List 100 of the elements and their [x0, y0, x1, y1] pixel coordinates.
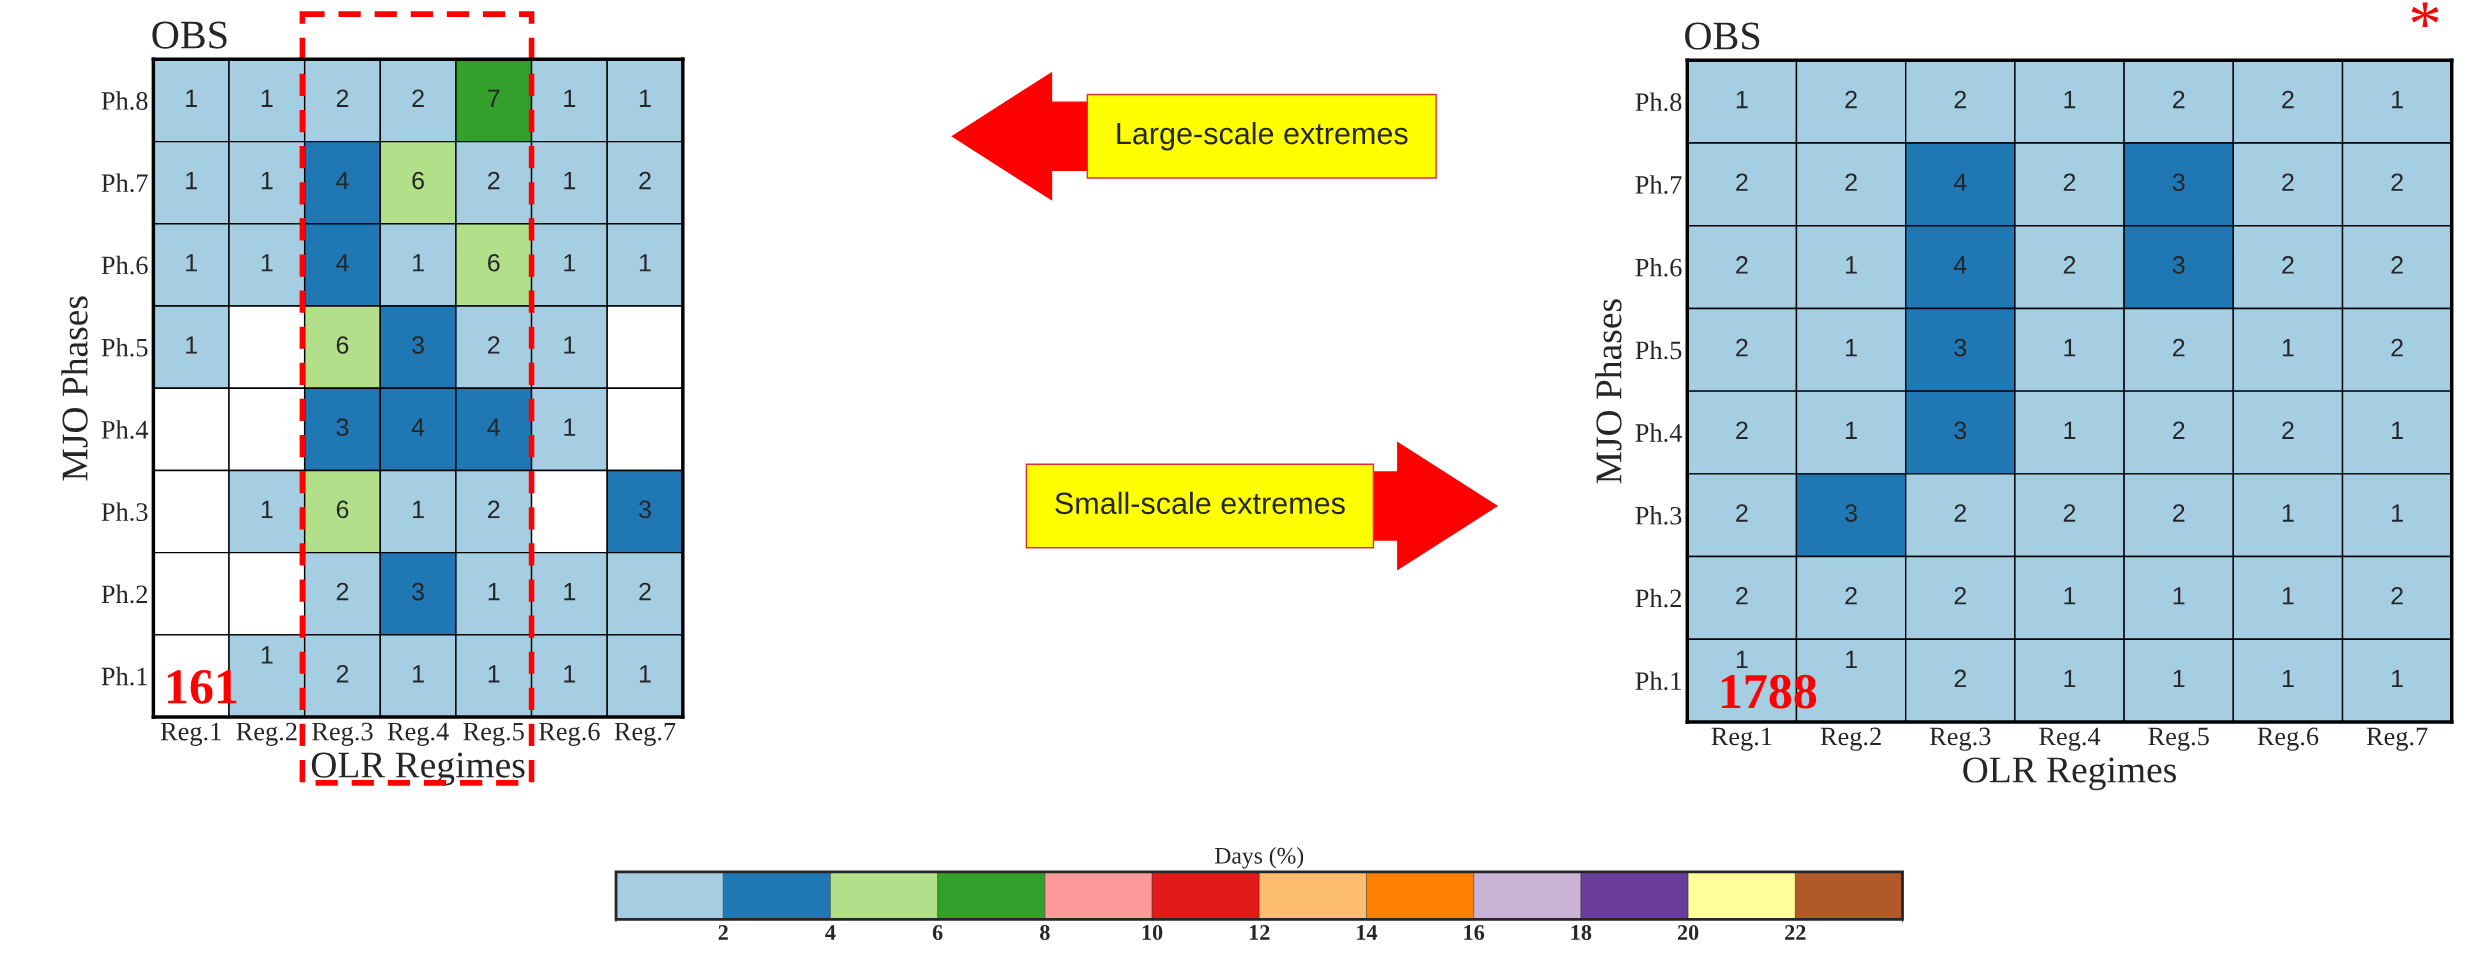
color-bar-label: 20 [1677, 924, 1699, 940]
data-label: 1 [488, 583, 500, 601]
x-tick-label: Reg.1 [160, 722, 221, 746]
data-label: 3 [336, 418, 349, 437]
color-bar-label: 4 [825, 925, 836, 940]
data-label: 2 [336, 89, 349, 107]
x-tick-label: Reg.5 [463, 722, 524, 746]
data-label: 1 [186, 89, 197, 107]
x-tick-label: Reg.3 [1929, 727, 1991, 751]
x-tick-label: Reg.2 [1820, 727, 1881, 751]
color-bar-title: Days (%) [1215, 847, 1304, 869]
data-label: 2 [1736, 173, 1748, 191]
data-label: 2 [336, 665, 349, 683]
data-label: 1 [564, 89, 576, 107]
data-label: 4 [336, 254, 349, 272]
data-label: 1 [2392, 421, 2403, 439]
data-label: 2 [2063, 256, 2076, 274]
data-label: 1 [639, 89, 651, 107]
data-label: 1 [1736, 90, 1748, 109]
data-label: 1 [2064, 339, 2076, 357]
data-label: 1 [2392, 90, 2403, 109]
data-label: 1 [564, 583, 576, 601]
data-label: 4 [1953, 256, 1967, 274]
data-label: 1 [564, 254, 576, 272]
data-label: 2 [1845, 173, 1857, 191]
data-label: 4 [487, 418, 500, 436]
color-bar-label: 2 [718, 925, 728, 940]
data-label: 2 [1954, 90, 1966, 109]
data-label: 1 [2173, 669, 2185, 688]
text: Large-scale extremes [1117, 121, 1408, 151]
data-label: 1 [413, 500, 424, 519]
color-bar-label: 22 [1785, 925, 1806, 940]
chart-title: OBS [152, 21, 227, 49]
data-label: 2 [412, 89, 424, 107]
text: Small-scale extremes [1055, 491, 1345, 515]
color-bar-label: 16 [1464, 925, 1485, 940]
data-label: 1 [1846, 421, 1857, 439]
data-label: 2 [1845, 90, 1857, 109]
x-axis-title: OLR Regimes [1963, 757, 2176, 791]
data-label: 2 [2173, 504, 2185, 522]
data-label: 1 [564, 336, 576, 354]
x-tick-label: Reg.1 [1711, 727, 1772, 751]
data-label: 1 [2392, 669, 2403, 688]
data-label: 3 [639, 500, 651, 519]
data-label: 1 [413, 254, 424, 272]
data-label: 2 [1954, 669, 1966, 688]
text: * [2411, 2, 2439, 27]
data-label: 2 [2063, 173, 2076, 191]
data-label: 1 [261, 89, 273, 107]
data-label: 7 [488, 89, 500, 107]
data-label: 6 [488, 253, 500, 272]
data-label: 2 [336, 582, 349, 601]
y-tick-label: Ph.6 [1635, 257, 1682, 277]
data-label: 3 [1845, 504, 1857, 522]
x-tick-label: Reg.6 [2257, 727, 2319, 751]
y-tick-label: Ph.2 [1635, 588, 1681, 608]
data-label: 1 [2064, 421, 2076, 439]
data-label: 2 [2391, 338, 2403, 357]
data-label: 3 [412, 582, 424, 601]
data-label: 2 [1736, 586, 1748, 605]
data-label: 2 [2391, 173, 2403, 191]
data-label: 1 [186, 336, 197, 354]
x-tick-label: Reg.7 [614, 722, 676, 746]
data-label: 1 [639, 254, 651, 272]
data-label: 1 [1846, 339, 1857, 357]
data-label: 2 [2173, 421, 2185, 439]
x-tick-label: Reg.5 [2148, 727, 2209, 751]
data-label: 1 [186, 171, 197, 190]
data-label: 2 [1736, 421, 1748, 439]
data-label: 6 [336, 336, 349, 354]
x-tick-label: Reg.3 [312, 722, 373, 746]
color-bar-label: 10 [1142, 924, 1163, 940]
y-tick-label: Ph.5 [1635, 340, 1682, 360]
data-label: 2 [1954, 504, 1966, 522]
y-axis-title: MJO Phases [61, 296, 88, 481]
data-label: 3 [1954, 421, 1967, 440]
data-label: 1 [261, 171, 273, 190]
y-tick-label: Ph.4 [1635, 423, 1682, 443]
x-tick-label: Reg.4 [2039, 727, 2101, 751]
data-label: 1 [186, 254, 197, 272]
data-label: 1 [261, 254, 273, 272]
y-tick-label: Ph.6 [101, 255, 148, 275]
color-bar-label: 18 [1571, 924, 1592, 940]
x-tick-label: Reg.4 [387, 722, 449, 746]
data-label: 1 [261, 500, 273, 519]
data-label: 2 [1736, 504, 1748, 522]
data-label: 2 [2173, 338, 2185, 357]
y-tick-label: Ph.1 [101, 666, 147, 686]
data-label: 1 [2064, 669, 2076, 688]
data-label: 1 [2282, 669, 2294, 688]
data-label: 4 [411, 418, 425, 436]
data-label: 1 [564, 171, 576, 190]
data-label: 2 [488, 500, 500, 519]
data-label: 1 [639, 665, 651, 683]
data-label: 3 [1954, 338, 1967, 357]
data-label: 2 [2282, 173, 2294, 191]
data-label: 2 [1954, 586, 1966, 605]
data-label: 1 [261, 646, 273, 664]
y-tick-label: Ph.5 [101, 337, 148, 357]
x-tick-label: Reg.2 [236, 722, 297, 746]
